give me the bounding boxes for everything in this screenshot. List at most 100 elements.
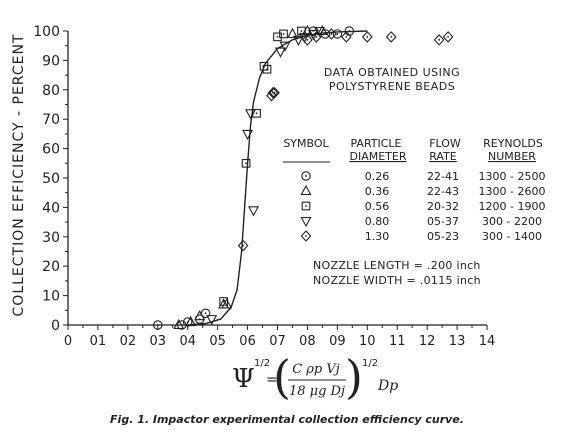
legend-flow-rate: 20-32 (427, 200, 459, 213)
circle-marker-dot (305, 175, 307, 177)
formula-left-paren: ( (273, 350, 291, 404)
diamond-marker-dot (306, 38, 309, 41)
header-diameter-2: DIAMETER (350, 150, 407, 163)
legend-symbol-diamond (300, 230, 312, 242)
formula-denominator: 18 μg Dj (289, 384, 345, 399)
square-data-point (279, 29, 288, 39)
formula-exponent: 1/2 (362, 358, 378, 369)
legend-symbol-square (301, 201, 311, 211)
nozzle-width-note: NOZZLE WIDTH = .0115 inch (313, 274, 481, 287)
diamond-data-point (442, 31, 454, 43)
square-marker-dot (255, 112, 258, 115)
legend-reynolds: 300 - 2200 (482, 215, 542, 228)
diamond-marker-dot (242, 244, 244, 247)
square-marker-box (259, 61, 269, 71)
x-tick-label: 08 (299, 334, 316, 349)
square-data-point (297, 26, 306, 36)
x-tick-label: 0 (64, 334, 72, 349)
y-tick-label: 30 (42, 230, 60, 246)
x-tick-label: 06 (239, 334, 256, 349)
header-reynolds-2: NUMBER (488, 150, 536, 163)
square-marker-dot (305, 205, 307, 207)
legend-reynolds: 1300 - 2600 (479, 185, 546, 198)
x-tick-label: 02 (120, 334, 137, 349)
legend-symbol-triangle-down (300, 216, 312, 228)
diamond-data-point (311, 31, 322, 43)
triangle-data-point (194, 310, 206, 321)
square-marker-dot (245, 162, 247, 165)
circle-data-point (153, 320, 163, 330)
diamond-marker-shape (266, 89, 277, 102)
square-marker-box (279, 29, 288, 39)
y-tick-label: 50 (42, 171, 60, 187)
diamond-marker-dot (305, 235, 307, 237)
triangle-down-data-point (279, 41, 291, 52)
triangle-down-data-point (248, 206, 260, 217)
square-data-point (273, 32, 282, 42)
legend-diameter: 0.56 (365, 200, 390, 213)
triangle-data-point (286, 27, 298, 38)
legend-diameter: 1.30 (365, 230, 390, 243)
diamond-data-point (340, 31, 352, 43)
legend-flow-rate: 05-37 (427, 215, 459, 228)
diamond-data-point (385, 31, 397, 43)
psi-exponent: 1/2 (254, 358, 270, 369)
diamond-data-point (237, 239, 249, 252)
diamond-marker-dot (390, 35, 393, 38)
diamond-marker-shape (267, 86, 279, 99)
x-tick-label: 04 (179, 334, 196, 349)
diamond-marker-dot (366, 35, 369, 38)
diamond-marker-shape (302, 34, 313, 46)
y-tick-label: 20 (42, 259, 60, 275)
x-tick-label: 09 (329, 334, 346, 349)
legend-reynolds: 300 - 1400 (482, 230, 542, 243)
diamond-marker-shape (340, 31, 352, 43)
diamond-marker-shape (269, 86, 280, 99)
circle-marker-ring (182, 317, 193, 327)
diamond-marker-dot (315, 35, 318, 38)
circle-data-point (332, 29, 343, 39)
diamond-marker-shape (433, 34, 445, 46)
diamond-marker-shape (311, 31, 322, 43)
circle-marker-ring (332, 29, 343, 39)
legend-flow-rate: 22-43 (427, 185, 459, 198)
triangle-down-data-point (313, 26, 325, 38)
x-tick-label: 11 (389, 334, 406, 349)
legend-symbol-circle (301, 171, 311, 181)
data-markers (153, 24, 454, 330)
formula-tail: Dp (377, 378, 398, 394)
y-tick-label: 70 (42, 112, 60, 128)
circle-marker-ring (200, 308, 211, 318)
header-flow-1: FLOW (429, 137, 461, 150)
diamond-marker-shape (326, 28, 337, 40)
legend-diameter: 0.36 (365, 185, 390, 198)
triangle-down-data-point (292, 35, 304, 46)
triangle-down-data-point (298, 32, 310, 44)
triangle-down-data-point (206, 315, 218, 326)
y-tick-label: 60 (42, 142, 60, 158)
triangle-down-data-point (242, 129, 254, 141)
triangle-data-point (185, 315, 197, 327)
diamond-data-point (326, 28, 337, 40)
legend-table: 0.26 22-41 1300 - 2500 0.36 22-43 1300 - 2600… (300, 170, 546, 243)
y-tick-label: 90 (42, 53, 60, 69)
header-flow-2: RATE (429, 150, 457, 163)
circle-marker-dot (336, 33, 339, 35)
legend-symbol-triangle (300, 184, 312, 196)
x-tick-label: 03 (150, 334, 167, 349)
square-marker-dot (300, 30, 303, 32)
triangle-data-point (316, 24, 328, 36)
diamond-marker-shape (442, 31, 454, 43)
circle-marker-ring (301, 171, 311, 181)
legend-reynolds: 1200 - 1900 (479, 200, 546, 213)
diamond-marker-dot (330, 33, 333, 35)
circle-marker-dot (348, 30, 351, 32)
square-data-point (262, 64, 272, 74)
legend-diameter: 0.26 (365, 170, 390, 183)
square-marker-dot (222, 300, 225, 303)
square-marker-dot (276, 35, 279, 38)
diamond-data-point (361, 31, 373, 43)
formula-numerator: C ρp Vj (292, 362, 340, 377)
legend-reynolds: 1300 - 2500 (479, 170, 546, 183)
